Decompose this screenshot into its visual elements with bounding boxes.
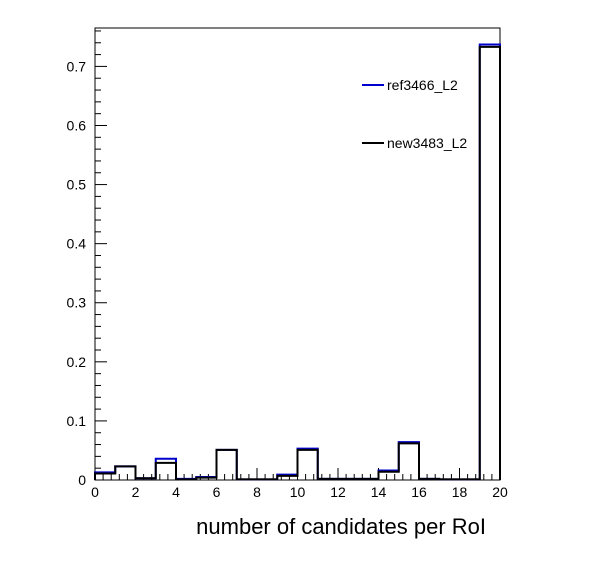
y-tick-label: 0.4 [67, 236, 87, 252]
x-tick-label: 0 [91, 484, 99, 500]
bin-new3483_L2-14 [379, 472, 399, 480]
x-tick-label: 4 [172, 484, 180, 500]
legend-label: new3483_L2 [387, 135, 467, 151]
bin-new3483_L2-3 [156, 463, 176, 480]
x-tick-label: 8 [253, 484, 261, 500]
series-line-new3483_L2 [94, 45, 501, 481]
bin-ref3466_L2-19 [480, 45, 500, 480]
y-tick-label: 0.1 [67, 413, 87, 429]
bin-ref3466_L2-15 [399, 442, 419, 480]
series-new3483_L2 [94, 45, 501, 481]
y-tick-label: 0.3 [67, 295, 87, 311]
y-tick-label: 0.2 [67, 354, 87, 370]
legend-box [357, 60, 477, 170]
bin-new3483_L2-1 [115, 466, 135, 480]
legend: ref3466_L2 new3483_L2 [357, 60, 477, 170]
x-tick-label: 14 [371, 484, 387, 500]
bin-new3483_L2-15 [399, 443, 419, 480]
y-tick-label: 0 [78, 472, 86, 488]
bin-new3483_L2-10 [298, 450, 318, 480]
bin-ref3466_L2-6 [217, 450, 237, 480]
y-tick-label: 0.7 [67, 58, 87, 74]
x-tick-label: 10 [290, 484, 306, 500]
bin-new3483_L2-6 [217, 450, 237, 480]
x-tick-label: 6 [213, 484, 221, 500]
bin-ref3466_L2-1 [115, 466, 135, 480]
x-tick-label: 16 [411, 484, 427, 500]
x-tick-label: 18 [452, 484, 468, 500]
y-tick-label: 0.5 [67, 177, 87, 193]
y-tick-labels: 0 0.1 0.2 0.3 0.4 0.5 0.6 0.7 [67, 58, 87, 488]
y-tick-label: 0.6 [67, 117, 87, 133]
x-axis-title: number of candidates per RoI [196, 514, 486, 539]
x-tick-label: 12 [330, 484, 346, 500]
bin-new3483_L2-19 [480, 47, 500, 480]
x-tick-label: 2 [132, 484, 140, 500]
x-tick-labels: 0 2 4 6 8 10 12 14 16 18 20 [91, 484, 508, 500]
series-layer [94, 43, 501, 481]
bin-ref3466_L2-10 [298, 449, 318, 480]
legend-label: ref3466_L2 [387, 77, 458, 93]
x-tick-label: 20 [492, 484, 508, 500]
